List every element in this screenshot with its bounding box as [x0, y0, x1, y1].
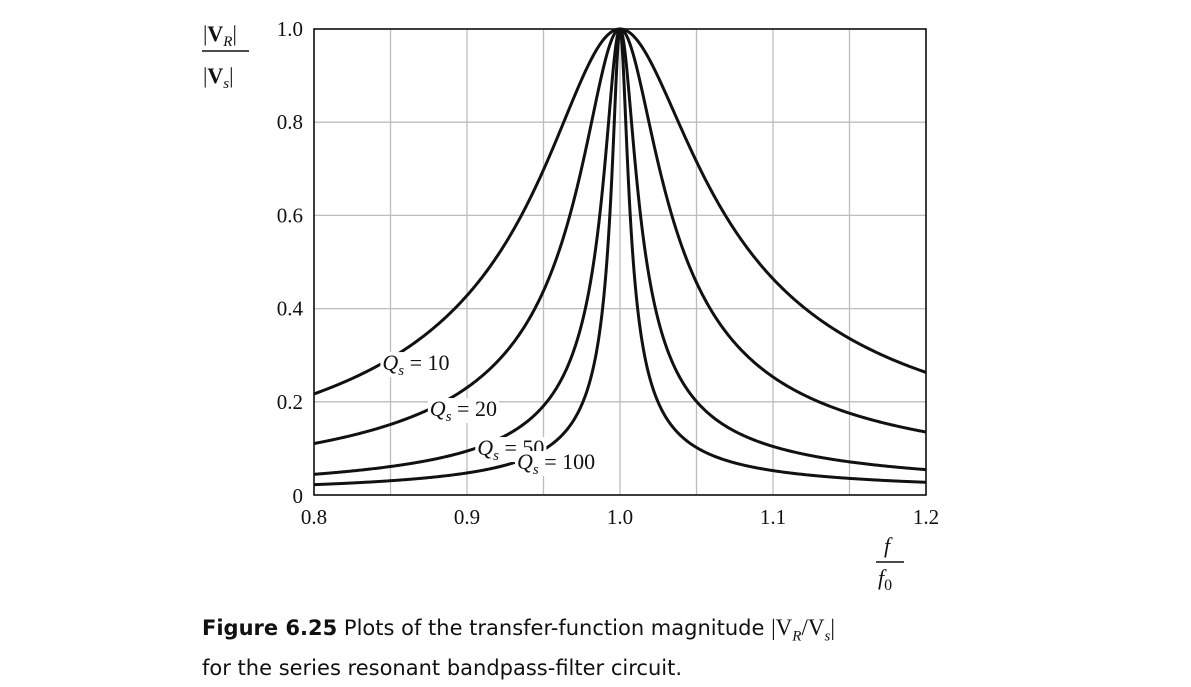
y-tick-label: 0.4 [277, 297, 304, 321]
series-line-q100 [313, 27, 927, 487]
bandpass-chart: 0.8 0.9 1.0 1.1 1.2 0 0.2 0.4 0.6 0.8 1.0 Qs = 10… [202, 17, 939, 594]
grid [313, 28, 927, 496]
x-tick-labels: 0.8 0.9 1.0 1.1 1.2 [301, 505, 939, 529]
y-tick-label: 1.0 [277, 17, 303, 41]
x-axis-label: f f0 [876, 533, 904, 594]
figure-label: Figure 6.25 [202, 616, 338, 640]
x-tick-label: 1.0 [607, 505, 633, 529]
y-label-denominator: |Vs| [203, 63, 234, 92]
x-label-numerator: f [884, 533, 893, 558]
caption-text-1: Plots of the transfer-function magnitude [337, 616, 772, 640]
x-tick-label: 0.9 [454, 505, 480, 529]
y-tick-label: 0.6 [277, 203, 303, 227]
annotation-q100: Qs = 100 [517, 449, 595, 478]
x-tick-label: 1.1 [760, 505, 786, 529]
annotation-q20: Qs = 20 [430, 396, 497, 425]
curves [313, 27, 927, 487]
annotation-background [515, 450, 598, 476]
caption-math: |VR/Vs| [771, 615, 835, 645]
y-label-numerator: |VR| [203, 21, 237, 50]
y-tick-label: 0 [293, 484, 304, 508]
x-label-denominator: f0 [878, 565, 892, 594]
annotation-q10: Qs = 10 [382, 350, 449, 379]
y-tick-labels: 0 0.2 0.4 0.6 0.8 1.0 [277, 17, 304, 508]
caption-text-2: for the series resonant bandpass-filter … [202, 655, 683, 680]
y-axis-label: |VR| |Vs| [202, 21, 249, 92]
y-tick-label: 0.8 [277, 110, 303, 134]
annotation-background [380, 352, 452, 378]
annotation-background [427, 398, 499, 424]
x-tick-label: 0.8 [301, 505, 327, 529]
figure-caption: Figure 6.25 Plots of the transfer-functi… [202, 612, 962, 684]
x-tick-label: 1.2 [913, 505, 939, 529]
y-tick-label: 0.2 [277, 390, 303, 414]
